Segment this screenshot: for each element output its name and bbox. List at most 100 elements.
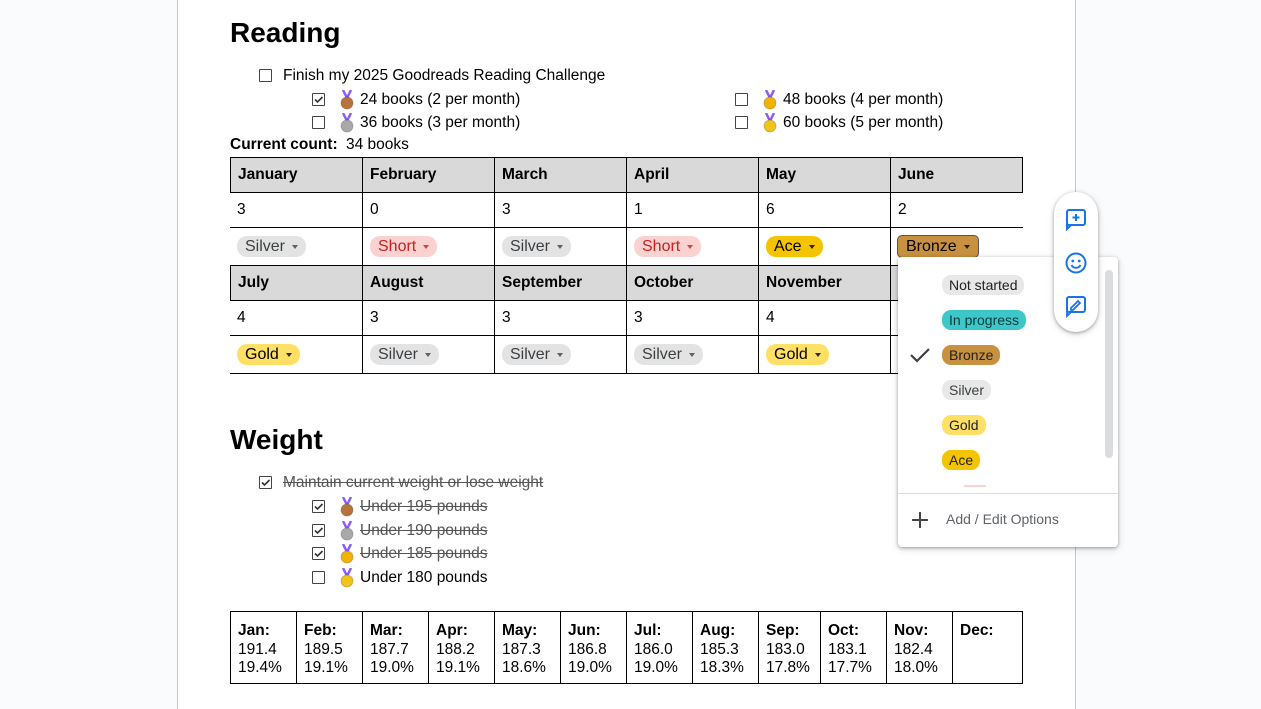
- hidden-option-edge: [964, 485, 986, 487]
- weight-percent: 19.0%: [568, 659, 612, 676]
- status-label: Gold: [245, 346, 279, 363]
- weight-month: Apr:: [436, 622, 468, 639]
- goal-text: Maintain current weight or lose weight: [283, 474, 544, 491]
- weight-month: Jun:: [568, 622, 601, 639]
- status-label: Gold: [774, 346, 808, 363]
- weight-weight: 186.0: [634, 640, 673, 658]
- section-title: Reading: [230, 17, 341, 48]
- dropdown-option[interactable]: Ace: [942, 450, 981, 470]
- checkbox[interactable]: [312, 116, 325, 129]
- month-count: 4: [758, 300, 891, 336]
- chip-arrow: [292, 244, 299, 249]
- dropdown-option[interactable]: Gold: [942, 415, 986, 435]
- dropdown-option[interactable]: Not started: [942, 275, 1025, 295]
- tier-text: 60 books (5 per month): [783, 114, 944, 131]
- weight-percent: 19.0%: [634, 659, 678, 676]
- status-chip[interactable]: Silver: [634, 344, 704, 365]
- month-count: 3: [626, 300, 759, 336]
- weight-weight: 182.4: [894, 640, 933, 658]
- weight-month: Feb:: [304, 622, 337, 639]
- checkbox[interactable]: [312, 547, 325, 561]
- month-count: 3: [494, 300, 627, 336]
- suggest-icon[interactable]: [1064, 294, 1088, 318]
- month-status: Silver: [494, 335, 627, 374]
- weight-weight: 183.0: [766, 640, 805, 658]
- weight-cell: Apr: 188.2 19.1%: [428, 611, 495, 684]
- chip-arrow: [285, 352, 292, 357]
- tier-text: 48 books (4 per month): [783, 91, 944, 108]
- status-chip[interactable]: Short: [634, 236, 702, 257]
- status-chip[interactable]: Silver: [237, 236, 307, 257]
- status-chip[interactable]: Gold: [237, 344, 300, 365]
- chip-arrow: [423, 244, 430, 249]
- month-status: Silver: [626, 335, 759, 374]
- month-status: Silver: [494, 227, 627, 266]
- status-chip[interactable]: Ace: [766, 236, 823, 257]
- weight-month: Nov:: [894, 622, 929, 639]
- weight-cell: Sep: 183.0 17.8%: [758, 611, 821, 684]
- month-header: July: [230, 265, 363, 301]
- weight-weight: 185.3: [700, 640, 739, 658]
- add-icon[interactable]: [908, 508, 932, 532]
- checkbox[interactable]: [312, 571, 325, 585]
- emoji-icon[interactable]: [1064, 251, 1088, 275]
- weight-month: Jul:: [634, 622, 662, 639]
- add-edit-options[interactable]: Add / Edit Options: [946, 511, 1059, 527]
- medal-icon: [340, 112, 354, 138]
- status-chip[interactable]: Short: [370, 236, 438, 257]
- month-count: 0: [362, 192, 495, 228]
- month-count: 4: [230, 300, 363, 336]
- checkbox[interactable]: [312, 500, 325, 513]
- weight-cell: Oct: 183.1 17.7%: [820, 611, 887, 684]
- status-label: Silver: [510, 238, 551, 255]
- weight-goal-item: Under 195 pounds: [360, 498, 488, 515]
- scrollbar: [1105, 270, 1113, 458]
- status-label: Bronze: [906, 238, 957, 255]
- status-chip[interactable]: Silver: [502, 236, 572, 257]
- checkbox[interactable]: [312, 523, 325, 537]
- tier-text: 36 books (3 per month): [360, 114, 521, 131]
- dropdown-option[interactable]: Silver: [942, 380, 992, 400]
- status-chip[interactable]: Bronze: [898, 236, 978, 257]
- medal-icon: [340, 543, 354, 569]
- medal-icon: [340, 520, 354, 546]
- selected-check: [908, 343, 932, 372]
- weight-cell: Nov: 182.4 18.0%: [886, 611, 953, 684]
- weight-percent: 18.6%: [502, 659, 546, 676]
- checkbox[interactable]: [735, 93, 748, 106]
- weight-month: Jan:: [238, 622, 270, 639]
- month-status: Ace: [758, 227, 891, 266]
- weight-percent: 18.3%: [700, 659, 744, 676]
- chip-arrow: [557, 352, 564, 357]
- month-count: 3: [494, 192, 627, 228]
- month-status: Gold: [230, 335, 363, 374]
- chip-arrow: [808, 244, 815, 249]
- section-title: Weight: [230, 424, 323, 455]
- month-status: Silver: [362, 335, 495, 374]
- status-chip[interactable]: Gold: [766, 344, 829, 365]
- dropdown-option[interactable]: In progress: [942, 310, 1027, 330]
- status-chip[interactable]: Silver: [370, 344, 440, 365]
- chip-arrow: [963, 244, 970, 249]
- weight-weight: 191.4: [238, 640, 277, 658]
- weight-cell: May: 187.3 18.6%: [494, 611, 561, 684]
- month-header: November: [758, 265, 891, 301]
- checkbox[interactable]: [259, 476, 272, 489]
- weight-cell: Aug: 185.3 18.3%: [692, 611, 759, 684]
- weight-month: Mar:: [370, 622, 403, 639]
- goal-text: Finish my 2025 Goodreads Reading Challen…: [283, 67, 606, 84]
- status-chip[interactable]: Silver: [502, 344, 572, 365]
- count-label: Current count:: [230, 136, 338, 153]
- weight-percent: 19.1%: [436, 659, 480, 676]
- month-header: August: [362, 265, 495, 301]
- checkbox[interactable]: [259, 69, 272, 82]
- medal-icon: [340, 89, 354, 115]
- weight-month: Sep:: [766, 622, 800, 639]
- dropdown-option[interactable]: Bronze: [942, 345, 1001, 365]
- add-comment-icon[interactable]: [1064, 207, 1088, 231]
- month-header: May: [758, 157, 891, 193]
- weight-weight: 187.3: [502, 640, 541, 658]
- checkbox[interactable]: [312, 93, 325, 106]
- weight-percent: 19.4%: [238, 659, 282, 676]
- checkbox[interactable]: [735, 116, 748, 129]
